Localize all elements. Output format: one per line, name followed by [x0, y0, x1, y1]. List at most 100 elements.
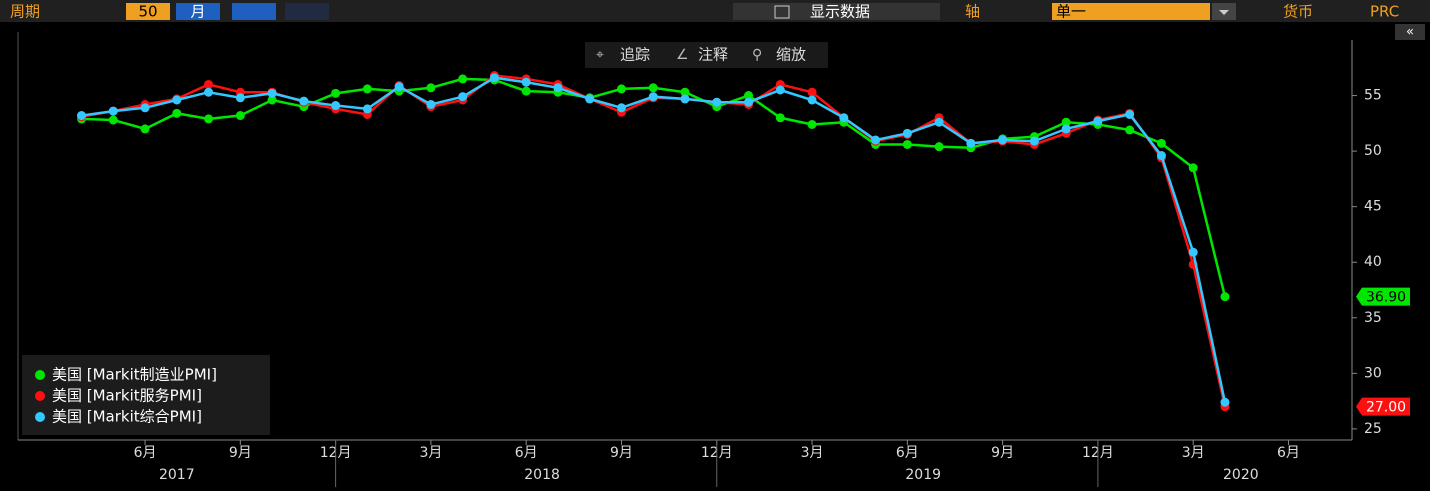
- value-tag: [1356, 397, 1410, 416]
- data-point: [744, 91, 754, 101]
- data-point: [680, 94, 690, 104]
- x-tick-label: 9月: [229, 445, 252, 461]
- legend-box: [22, 355, 270, 435]
- data-point: [807, 87, 817, 97]
- data-point: [1061, 124, 1071, 134]
- data-point: [172, 108, 182, 118]
- data-point: [902, 128, 912, 138]
- data-point: [1188, 163, 1198, 173]
- data-point: [1188, 247, 1198, 257]
- data-point: [204, 79, 214, 89]
- currency-value[interactable]: PRC: [1370, 3, 1399, 21]
- collapse-button[interactable]: [1395, 24, 1425, 40]
- data-point: [426, 99, 436, 109]
- table-icon: [774, 5, 790, 19]
- x-tick-label: 9月: [610, 445, 633, 461]
- data-point: [521, 86, 531, 96]
- x-tick-label: 3月: [419, 445, 442, 461]
- legend-label: 美国 [Markit制造业PMI]: [52, 366, 217, 384]
- data-point: [1061, 117, 1071, 127]
- x-tick-label: 9月: [991, 445, 1014, 461]
- data-point: [585, 94, 595, 104]
- value-tag: [1356, 287, 1410, 306]
- annotate-button[interactable]: 注释: [698, 46, 728, 64]
- series-line: [81, 77, 1227, 297]
- data-point: [267, 95, 277, 105]
- legend-marker: [35, 412, 45, 422]
- year-label: 2020: [1223, 467, 1259, 483]
- data-point: [394, 82, 404, 92]
- zoom-button[interactable]: 缩放: [776, 46, 806, 64]
- data-point: [1125, 109, 1135, 119]
- data-point: [426, 83, 436, 93]
- data-point: [934, 117, 944, 127]
- year-label: 2018: [524, 467, 560, 483]
- series-line: [81, 76, 1227, 403]
- data-point: [1220, 292, 1230, 302]
- data-point: [553, 83, 563, 93]
- data-point: [1029, 136, 1039, 146]
- period-count-box[interactable]: [126, 3, 170, 20]
- period-unit[interactable]: 月: [190, 3, 205, 21]
- data-point: [680, 87, 690, 97]
- track-icon: ⌖: [596, 47, 604, 63]
- data-point: [299, 96, 309, 106]
- data-point: [807, 95, 817, 105]
- data-point: [362, 84, 372, 94]
- data-point: [1093, 116, 1103, 126]
- data-point: [458, 92, 468, 102]
- y-tick-label: 40: [1364, 254, 1382, 270]
- y-tick-label: 35: [1364, 310, 1382, 326]
- legend-label: 美国 [Markit服务PMI]: [52, 387, 202, 405]
- display-data-button[interactable]: [733, 3, 940, 20]
- y-tick-label: 45: [1364, 199, 1382, 215]
- zoom-icon: ⚲: [752, 47, 762, 63]
- data-point: [648, 83, 658, 93]
- data-point: [839, 113, 849, 123]
- x-tick-label: 6月: [896, 445, 919, 461]
- data-point: [521, 77, 531, 87]
- y-tick-label: 25: [1364, 421, 1382, 437]
- year-label: 2019: [905, 467, 941, 483]
- data-point: [331, 88, 341, 98]
- track-button[interactable]: 追踪: [620, 46, 650, 64]
- data-point: [235, 93, 245, 103]
- data-point: [1156, 138, 1166, 148]
- bar-chart-button[interactable]: [285, 3, 329, 20]
- data-point: [775, 113, 785, 123]
- data-point: [966, 138, 976, 148]
- data-point: [140, 103, 150, 113]
- data-point: [807, 119, 817, 129]
- data-point: [775, 85, 785, 95]
- axis-select[interactable]: [1052, 3, 1210, 20]
- collapse-icon[interactable]: «: [1406, 25, 1414, 40]
- x-tick-label: 6月: [134, 445, 157, 461]
- annotate-icon: ∠: [676, 47, 689, 63]
- data-point: [871, 135, 881, 145]
- line-chart-button[interactable]: [232, 3, 276, 20]
- data-point: [1125, 125, 1135, 135]
- data-point: [140, 124, 150, 134]
- y-tick-label: 50: [1364, 143, 1382, 159]
- data-point: [998, 135, 1008, 145]
- currency-label: 货币: [1283, 3, 1313, 21]
- x-tick-label: 6月: [515, 445, 538, 461]
- value-label: 27.00: [1366, 400, 1406, 416]
- chart-tools: [585, 42, 828, 68]
- data-point: [172, 95, 182, 105]
- period-unit-box[interactable]: [176, 3, 220, 20]
- x-tick-label: 3月: [801, 445, 824, 461]
- display-data[interactable]: 显示数据: [810, 3, 870, 21]
- period-count[interactable]: 50: [138, 3, 157, 21]
- data-point: [362, 104, 372, 114]
- x-tick-label: 3月: [1182, 445, 1205, 461]
- data-point: [616, 84, 626, 94]
- data-point: [616, 103, 626, 113]
- data-point: [235, 111, 245, 121]
- axis-value[interactable]: 单一: [1056, 3, 1086, 21]
- value-label: 36.90: [1366, 290, 1406, 306]
- data-point: [1156, 151, 1166, 161]
